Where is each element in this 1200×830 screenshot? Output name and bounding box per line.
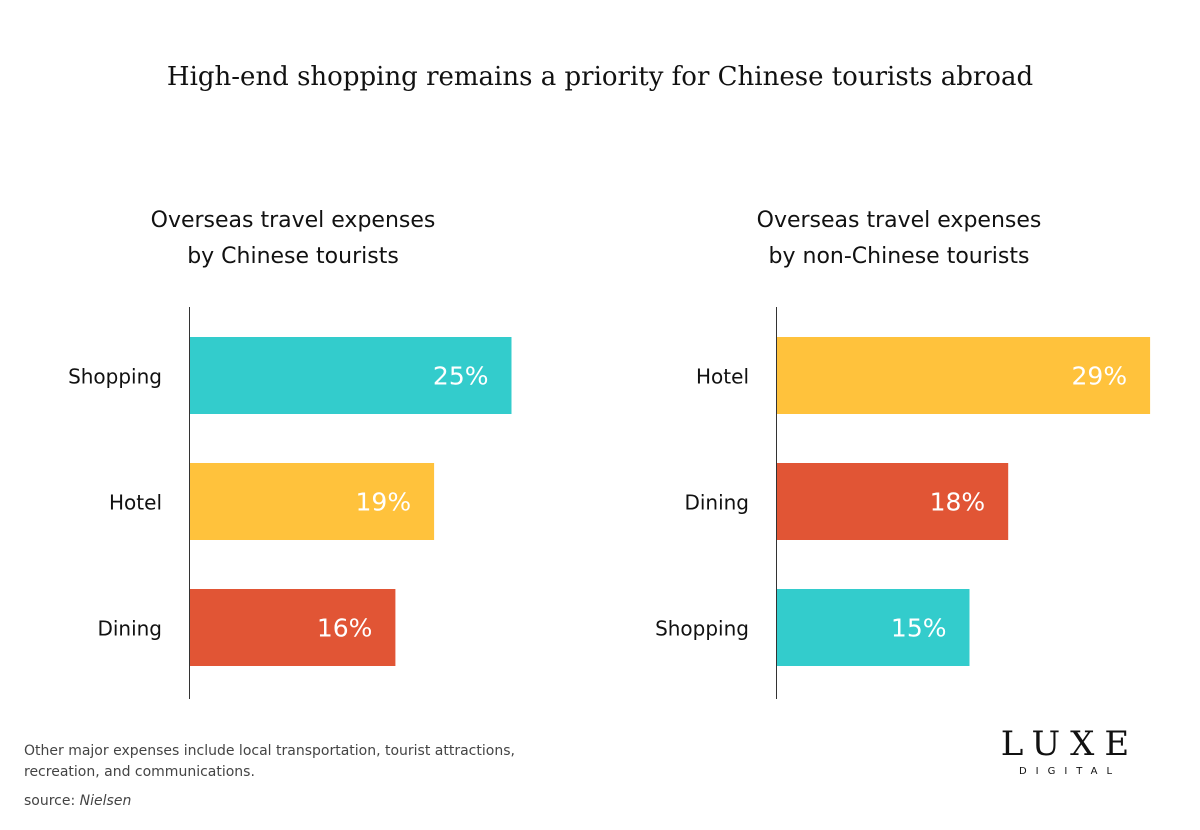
bar-hotel (189, 463, 435, 540)
category-label: Shopping (68, 365, 162, 389)
logo-subtitle: DIGITAL (1018, 766, 1122, 777)
value-label: 25% (433, 362, 489, 391)
source: source: Nielsen (24, 793, 131, 809)
bar-dining (776, 463, 1009, 540)
bar-shopping (189, 337, 512, 414)
bar-shopping (776, 589, 970, 666)
category-label: Hotel (696, 365, 749, 389)
value-label: 15% (891, 614, 947, 643)
category-label: Hotel (109, 491, 162, 515)
logo-wordmark: LUXE (1000, 724, 1140, 764)
page-title: High-end shopping remains a priority for… (166, 62, 1034, 92)
category-label: Shopping (655, 617, 749, 641)
source-prefix: source: (24, 793, 80, 809)
category-label: Dining (684, 491, 749, 515)
bar-hotel (776, 337, 1151, 414)
value-label: 16% (317, 614, 373, 643)
right-chart-title-line-1: Overseas travel expenses (756, 208, 1042, 233)
category-label: Dining (97, 617, 162, 641)
value-label: 18% (930, 488, 986, 517)
right-chart-title-line-2: by non-Chinese tourists (768, 244, 1030, 269)
left-chart-title: Overseas travel expenses by Chinese tour… (43, 203, 543, 275)
value-label: 29% (1072, 362, 1128, 391)
luxe-digital-logo: LUXE DIGITAL (1000, 724, 1140, 777)
value-label: 19% (356, 488, 412, 517)
right-chart-title: Overseas travel expenses by non-Chinese … (649, 203, 1149, 275)
left-chart-title-line-1: Overseas travel expenses (150, 208, 436, 233)
footnote: Other major expenses include local trans… (24, 743, 515, 780)
source-name: Nielsen (79, 793, 132, 809)
left-chart-title-line-2: by Chinese tourists (187, 244, 399, 269)
bar-dining (189, 589, 396, 666)
